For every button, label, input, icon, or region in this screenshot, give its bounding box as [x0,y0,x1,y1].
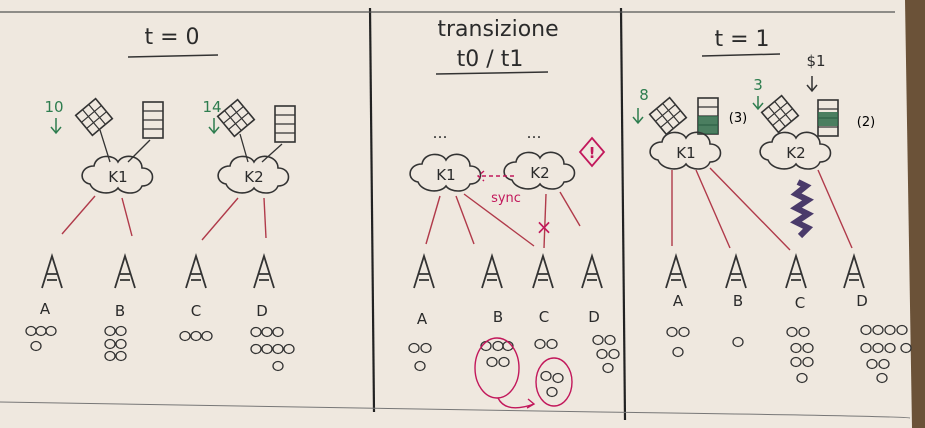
battery-stack-icon [817,99,839,137]
client-label: D [256,302,268,320]
node-label: K1 [676,144,695,162]
client-label: C [191,302,201,320]
title-underline [435,71,549,75]
client-links [425,191,581,249]
paper-bottom-edge [0,401,911,419]
link-line [127,139,151,163]
client-label: D [856,292,868,310]
arrow-down-icon [752,96,764,111]
title-underline [701,53,781,57]
arrow-down-icon [806,76,818,93]
panel-title: transizione [437,17,558,42]
arrow-down-icon [632,108,644,125]
panel-transition: transizione t0 / t1 … … K1 K2 sync ! × [408,17,620,409]
client-label: B [493,308,503,326]
arrow-down-icon [50,118,62,135]
client-label: C [539,308,549,326]
sync-arrow [476,170,514,182]
migration-marks [474,337,573,409]
weight-label: 10 [44,98,63,116]
scribble-block [790,179,814,239]
warning-icon: ! [578,136,606,168]
node-k1: K1 [409,153,482,192]
client-label: D [588,308,600,326]
node-k1: 10 K1 [44,97,164,194]
client-label: A [40,300,51,318]
node-label: K2 [530,164,549,182]
storage-count: (2) [857,115,875,130]
battery-stack-icon [697,97,719,135]
node-k2: 3 $1 (2) K2 [752,52,875,170]
client-label: B [733,292,743,310]
arrow-down-icon [208,118,220,135]
storage-count: (3) [729,111,747,126]
dots-label: … [433,124,448,142]
node-k1: 8 (3) K1 [632,86,747,170]
node-k2: K2 [503,151,576,190]
node-label: K1 [108,168,127,186]
client-label: A [673,292,684,310]
panel-t0: t = 0 10 K1 14 K2 [25,25,296,372]
client-label: C [795,294,805,312]
client-row: A B C D [665,255,868,312]
price-label: $1 [806,52,825,70]
panel-divider-1 [368,7,376,413]
link-line [261,143,283,163]
client-label: B [115,302,125,320]
panel-divider-2 [619,7,627,421]
cut-mark-icon: × [536,215,553,239]
dots-label: … [527,124,542,142]
client-row: A B C D [40,255,275,320]
sync-label: sync [491,191,521,206]
panel-t1: t = 1 8 (3) K1 3 $1 (2) [632,27,912,384]
client-row: A B C D [413,255,603,328]
panel-title: t = 1 [714,27,769,52]
title-underline [127,54,219,58]
node-label: K1 [436,166,455,184]
node-k2: 14 K2 [202,98,296,194]
weight-label: 3 [753,76,763,94]
weight-label: 14 [202,98,221,116]
client-links [61,195,267,241]
weight-label: 8 [639,86,649,104]
node-label: K2 [786,144,805,162]
client-label: A [417,310,428,328]
client-links [671,167,853,251]
panel-subtitle: t0 / t1 [457,47,524,72]
svg-text:!: ! [589,144,596,162]
node-label: K2 [244,168,263,186]
panel-title: t = 0 [144,25,199,50]
